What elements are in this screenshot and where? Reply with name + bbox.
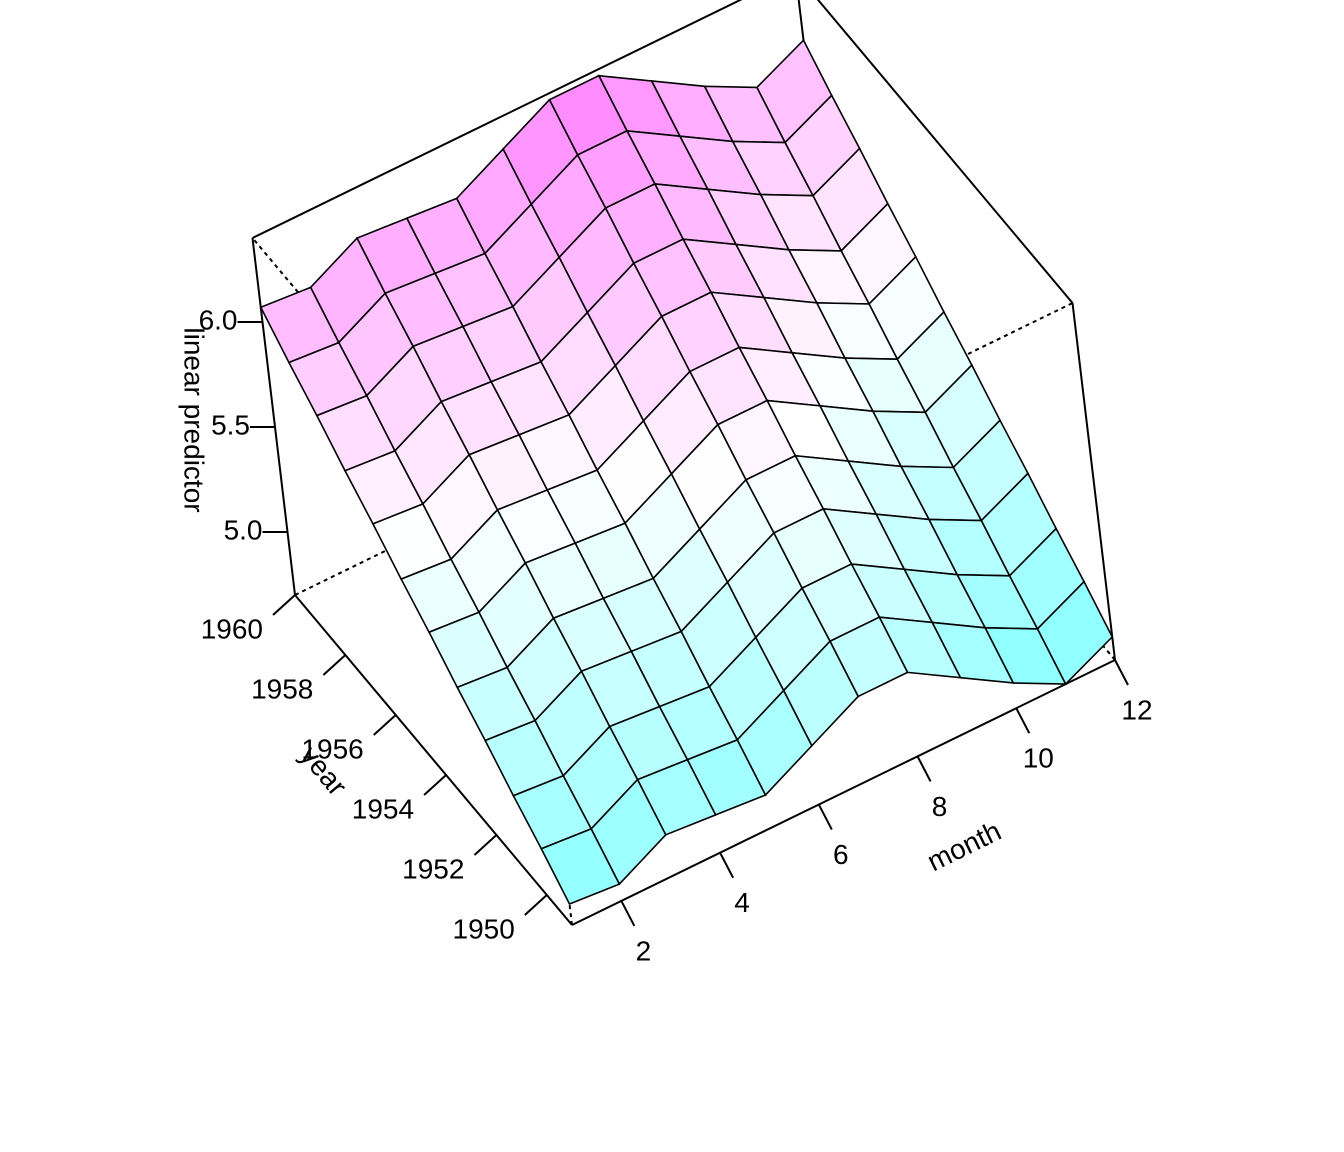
y-tick — [373, 714, 397, 736]
x-tick — [1015, 707, 1031, 734]
x-tick — [1114, 659, 1129, 686]
box-edge — [251, 237, 296, 596]
z-tick-label: 5.0 — [224, 514, 263, 545]
box-edge — [816, 0, 1074, 304]
y-tick-label: 1950 — [453, 913, 515, 944]
x-tick — [719, 852, 734, 879]
x-tick-label: 10 — [1023, 743, 1054, 774]
y-tick-label: 1952 — [402, 853, 464, 884]
x-tick — [916, 755, 932, 782]
x-axis-label: month — [922, 815, 1006, 877]
x-tick — [620, 900, 636, 927]
x-tick-label: 6 — [833, 839, 849, 870]
y-tick-label: 1960 — [201, 613, 263, 644]
x-tick — [817, 804, 833, 831]
y-tick-label: 1958 — [251, 673, 313, 704]
y-axis-line — [294, 594, 573, 926]
y-tick — [524, 894, 548, 916]
x-tick-label: 4 — [734, 887, 750, 918]
y-tick-label: 1956 — [301, 733, 363, 764]
z-tick-label: 6.0 — [199, 304, 238, 335]
y-tick — [322, 654, 347, 676]
x-tick-label: 8 — [932, 791, 948, 822]
y-tick-label: 1954 — [352, 793, 414, 824]
y-tick — [473, 834, 498, 856]
z-axis-label: linear predictor — [179, 327, 210, 512]
box-edge — [252, 0, 743, 239]
surface-cell — [540, 827, 621, 906]
x-axis-line — [571, 659, 1116, 926]
box-edge — [1071, 302, 1116, 661]
y-tick — [423, 774, 447, 796]
x-tick-label: 2 — [636, 935, 652, 966]
z-tick-label: 5.5 — [211, 409, 250, 440]
y-tick — [272, 594, 296, 616]
x-tick-label: 12 — [1121, 694, 1152, 725]
